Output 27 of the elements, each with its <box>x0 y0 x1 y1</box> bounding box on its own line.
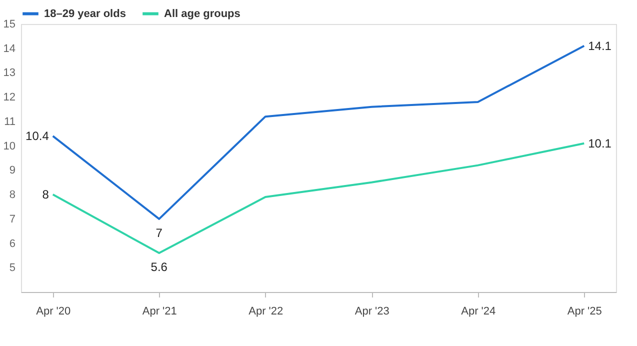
y-tick-label: 15 <box>3 18 16 30</box>
x-tick-label: Apr '21 <box>142 306 177 318</box>
y-tick-label: 10 <box>3 140 16 152</box>
x-tick-label: Apr '20 <box>36 306 71 318</box>
line-series <box>52 142 586 254</box>
y-tick-label: 12 <box>3 92 16 104</box>
data-label: 14.1 <box>588 38 612 53</box>
data-label: 7 <box>156 226 163 240</box>
y-tick-label: 7 <box>9 213 16 226</box>
y-tick-label: 14 <box>3 42 16 55</box>
data-label: 10.4 <box>26 129 50 144</box>
line-series <box>52 44 586 220</box>
y-tick-label: 11 <box>4 116 16 128</box>
y-tick-label: 5 <box>9 262 16 274</box>
y-tick-label: 6 <box>9 238 16 250</box>
data-label: 5.6 <box>150 260 168 274</box>
y-tick-label: 9 <box>9 164 16 177</box>
x-tick-label: Apr '24 <box>461 306 496 318</box>
x-tick-label: Apr '23 <box>354 306 390 318</box>
legend-label: All age groups <box>164 8 240 20</box>
y-tick-label: 8 <box>9 189 16 202</box>
data-label: 8 <box>42 188 50 202</box>
y-tick-label: 13 <box>3 67 16 80</box>
legend-label: 18–29 year olds <box>44 8 126 20</box>
data-label: 10.1 <box>588 136 612 150</box>
x-tick-label: Apr '22 <box>248 306 284 318</box>
x-tick-label: Apr '25 <box>567 306 602 318</box>
